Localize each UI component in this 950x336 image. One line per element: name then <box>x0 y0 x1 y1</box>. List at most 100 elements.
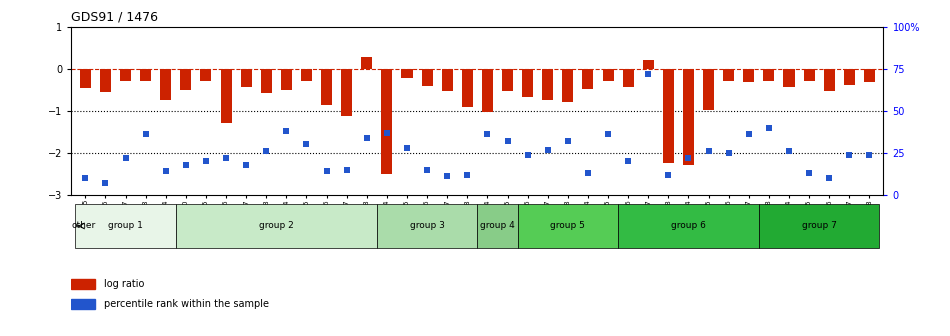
Bar <box>844 69 855 85</box>
Point <box>278 128 294 134</box>
Point <box>741 132 756 137</box>
Text: group 1: group 1 <box>108 221 142 230</box>
Bar <box>683 69 694 166</box>
Point <box>782 149 797 154</box>
Bar <box>723 69 734 81</box>
Point <box>179 162 194 167</box>
Bar <box>804 69 815 81</box>
Bar <box>240 69 252 86</box>
Point <box>600 132 616 137</box>
Bar <box>301 69 312 81</box>
Point <box>761 125 776 130</box>
Bar <box>220 69 232 123</box>
Point <box>822 175 837 181</box>
Bar <box>502 69 513 91</box>
FancyBboxPatch shape <box>618 204 759 248</box>
Bar <box>422 69 432 86</box>
Point <box>560 138 576 144</box>
Bar <box>482 69 493 112</box>
Point <box>319 169 334 174</box>
Text: group 6: group 6 <box>671 221 706 230</box>
Text: group 7: group 7 <box>802 221 837 230</box>
Point <box>802 170 817 176</box>
Bar <box>522 69 533 97</box>
Point <box>238 162 254 167</box>
Point <box>138 132 153 137</box>
Bar <box>71 279 95 289</box>
Point <box>480 132 495 137</box>
FancyBboxPatch shape <box>176 204 377 248</box>
Point <box>420 167 435 172</box>
Bar <box>462 69 473 107</box>
Bar <box>71 299 95 309</box>
Point <box>500 138 515 144</box>
Point <box>258 149 274 154</box>
Point <box>199 159 214 164</box>
Text: group 4: group 4 <box>480 221 515 230</box>
Bar <box>602 69 614 82</box>
FancyBboxPatch shape <box>377 204 477 248</box>
Text: group 5: group 5 <box>550 221 585 230</box>
Bar <box>703 69 714 110</box>
Point <box>681 155 696 161</box>
Bar <box>180 69 191 90</box>
Text: percentile rank within the sample: percentile rank within the sample <box>104 299 270 309</box>
Point <box>118 155 133 161</box>
Bar <box>100 69 111 92</box>
Bar <box>542 69 553 100</box>
Text: group 3: group 3 <box>409 221 445 230</box>
Bar <box>824 69 835 91</box>
Text: log ratio: log ratio <box>104 279 144 289</box>
Point <box>520 152 535 157</box>
Point <box>620 159 636 164</box>
Bar <box>341 69 352 116</box>
Bar <box>643 60 654 69</box>
Point <box>701 149 716 154</box>
Bar <box>120 69 131 82</box>
Point <box>98 180 113 186</box>
Point <box>379 130 394 135</box>
Bar <box>80 69 91 88</box>
Point <box>842 152 857 157</box>
Point <box>359 135 374 140</box>
Bar <box>582 69 594 89</box>
Bar <box>321 69 332 104</box>
Bar <box>381 69 392 174</box>
Point <box>158 169 173 174</box>
Bar <box>622 69 634 86</box>
Point <box>721 150 736 156</box>
Text: other: other <box>71 221 96 230</box>
FancyBboxPatch shape <box>75 204 176 248</box>
Bar <box>260 69 272 93</box>
Bar <box>200 69 212 81</box>
Bar <box>281 69 292 90</box>
Point <box>862 152 877 157</box>
Point <box>218 155 234 161</box>
Bar <box>161 69 171 100</box>
FancyBboxPatch shape <box>518 204 618 248</box>
Bar <box>140 69 151 81</box>
Point <box>541 147 556 152</box>
Bar <box>784 69 794 86</box>
Bar <box>402 69 412 78</box>
Point <box>440 174 455 179</box>
FancyBboxPatch shape <box>477 204 518 248</box>
Bar <box>442 69 453 91</box>
Point <box>339 167 354 172</box>
Point <box>399 145 414 151</box>
Point <box>661 172 676 177</box>
Bar <box>743 69 754 82</box>
Point <box>78 175 93 181</box>
Point <box>299 142 314 147</box>
Point <box>640 71 656 77</box>
Text: group 2: group 2 <box>259 221 294 230</box>
FancyBboxPatch shape <box>759 204 880 248</box>
Bar <box>864 69 875 82</box>
Text: GDS91 / 1476: GDS91 / 1476 <box>71 10 159 23</box>
Bar <box>361 57 372 69</box>
Bar <box>663 69 674 163</box>
Bar <box>764 69 774 81</box>
Point <box>580 170 596 176</box>
Bar <box>562 69 574 101</box>
Point <box>460 172 475 177</box>
